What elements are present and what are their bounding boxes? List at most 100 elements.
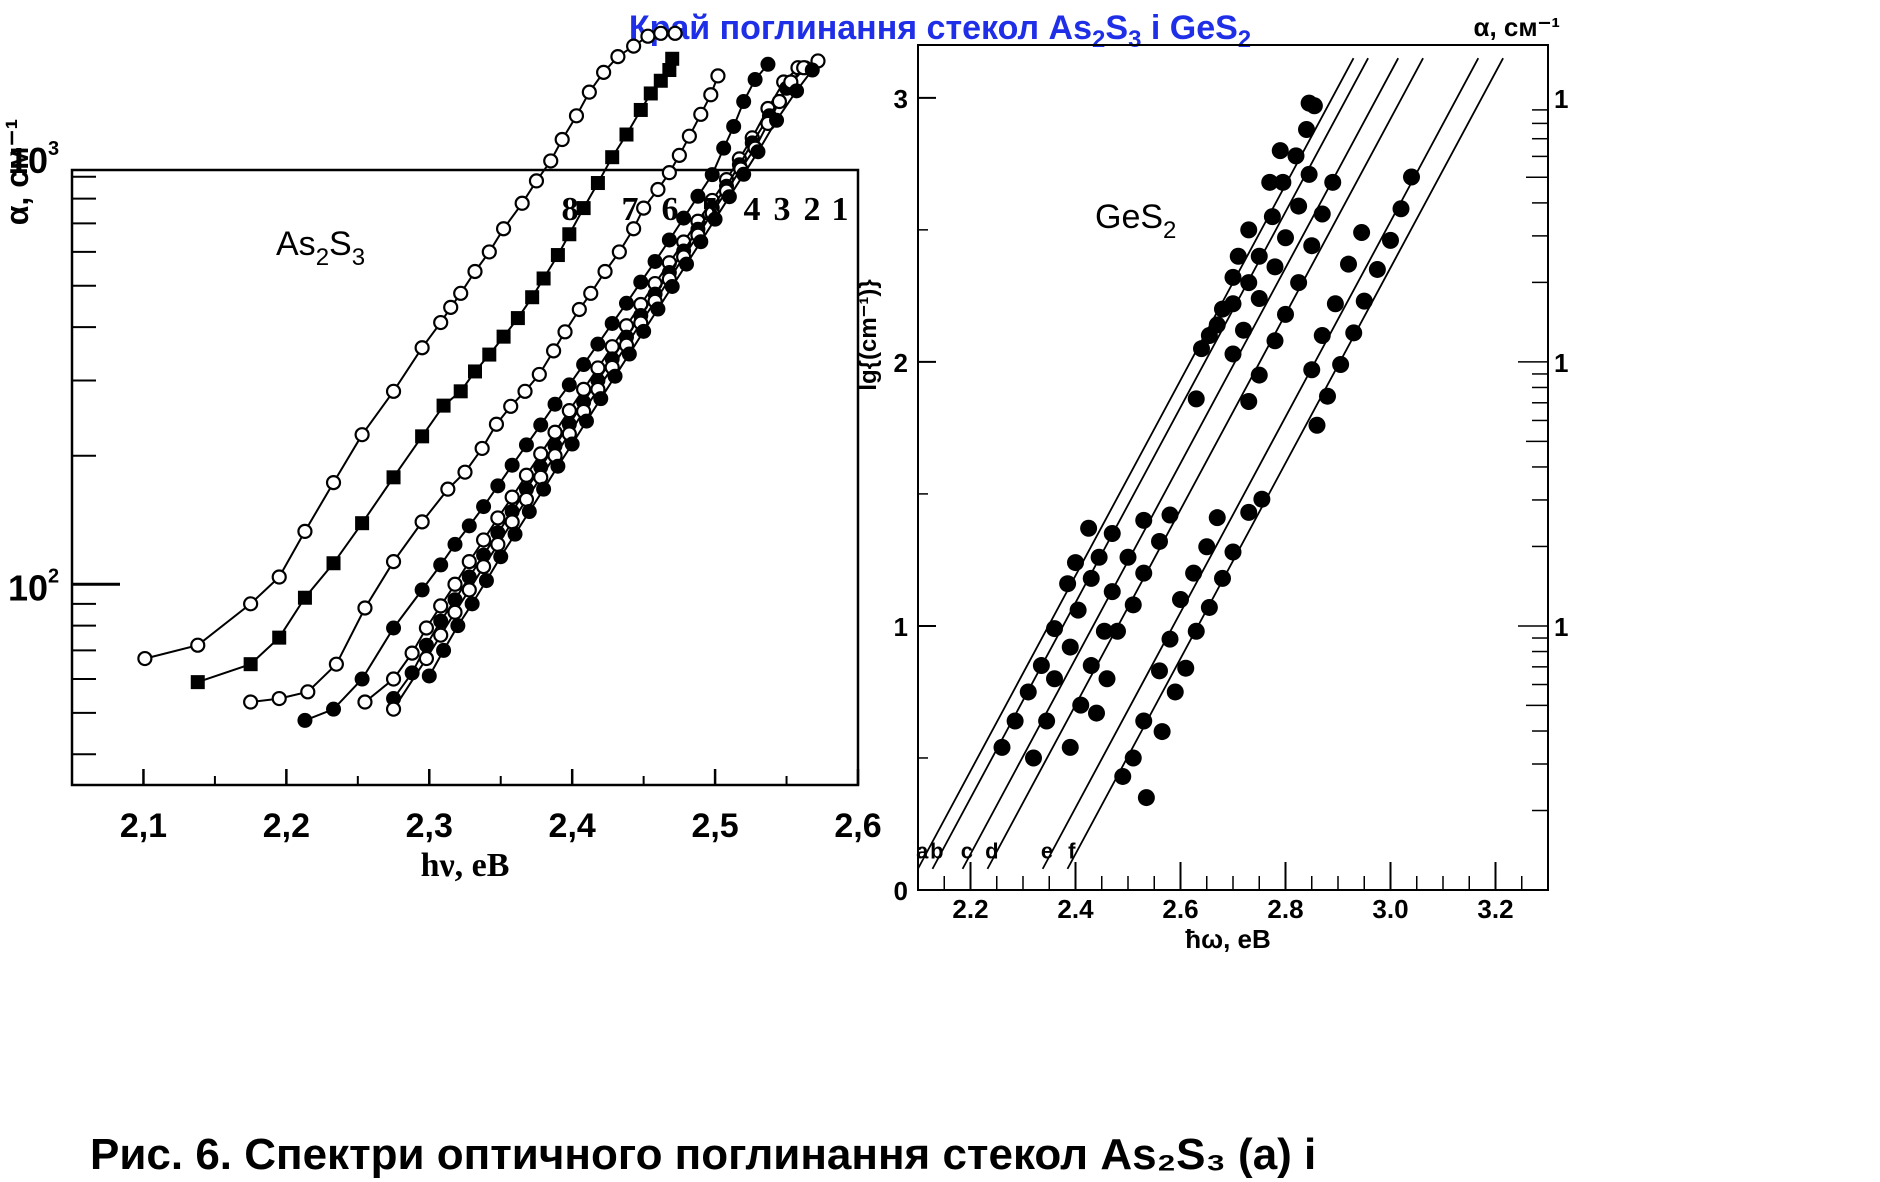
- series-e-point: [1172, 591, 1189, 609]
- series-2-open-marker: [490, 536, 506, 552]
- series-c-fit-line: [961, 57, 1399, 870]
- series-c-point: [1061, 738, 1079, 756]
- series-f-point: [1368, 260, 1386, 278]
- series-8-open-marker: [481, 244, 497, 260]
- series-4-open-marker: [404, 645, 420, 661]
- series-6-open-marker: [636, 200, 652, 216]
- series-5-filled-marker: [716, 140, 732, 156]
- series-d-point: [1124, 596, 1142, 614]
- series-6-open-marker: [457, 464, 473, 480]
- series-7-square-marker: [468, 364, 483, 379]
- series-4-open-marker: [518, 467, 535, 483]
- series-6-open-marker: [271, 690, 287, 707]
- series-2-open-marker: [447, 604, 463, 620]
- series-a-point: [1067, 554, 1084, 572]
- series-a-point: [1046, 620, 1063, 638]
- series-8-open-marker: [514, 195, 530, 211]
- series-6-open-marker: [300, 684, 316, 700]
- series-5-filled-marker: [354, 671, 370, 687]
- series-7-square-marker: [436, 398, 451, 413]
- series-b-point: [1061, 638, 1079, 656]
- series-3-filled-marker: [490, 525, 506, 541]
- series-6-open-marker: [681, 128, 697, 144]
- series-6-open-marker: [611, 244, 627, 260]
- series-8-open-marker: [243, 596, 259, 612]
- series-f-point: [1345, 324, 1363, 342]
- curve-number-label: 6: [662, 191, 679, 228]
- series-e-point: [1303, 361, 1321, 379]
- series-b-point: [1298, 121, 1315, 138]
- series-7-square-marker: [510, 311, 525, 326]
- series-6-open-marker: [474, 440, 490, 457]
- series-1-filled-marker: [564, 436, 580, 452]
- series-7-square-marker: [536, 271, 551, 286]
- series-5-filled-marker: [676, 210, 692, 226]
- series-3-filled-marker: [418, 637, 434, 653]
- series-3-filled-marker: [461, 569, 477, 585]
- series-8-open-marker: [190, 637, 206, 653]
- series-7-square-marker: [633, 102, 648, 117]
- series-c-point: [1250, 290, 1268, 307]
- figure-caption: Рис. 6. Спектри оптичного поглинання сте…: [90, 1130, 1317, 1179]
- curve-number-label: 7: [622, 191, 639, 228]
- series-8-open-marker: [667, 25, 683, 41]
- series-1-filled-marker: [507, 526, 523, 542]
- right-secondary-axis-label: α, см⁻¹: [1473, 12, 1560, 42]
- series-6-open-marker: [328, 656, 344, 672]
- left-y-axis-label: α, см⁻¹: [0, 119, 35, 225]
- curve-number-label: 5: [702, 191, 719, 228]
- series-b-point: [1224, 295, 1242, 313]
- series-b-point: [1208, 316, 1226, 334]
- right-y-tick-label: 0: [894, 876, 908, 906]
- series-5-filled-marker: [604, 315, 620, 331]
- series-1-filled-marker: [493, 549, 509, 565]
- series-6-open-marker: [243, 694, 259, 710]
- title-text-2: S: [1105, 9, 1129, 47]
- series-c-point: [1103, 583, 1121, 601]
- series-c-point: [1095, 622, 1113, 640]
- series-7-square-marker: [496, 329, 511, 344]
- series-7-square-marker: [453, 384, 468, 399]
- series-6-open-marker: [488, 416, 505, 432]
- right-y-axis-label: lg{(cm⁻¹)}: [855, 279, 882, 390]
- series-6-open-marker: [571, 301, 587, 318]
- curve-number-label: 1: [832, 191, 849, 228]
- series-6-open-marker: [703, 87, 719, 103]
- series-8-open-marker: [325, 475, 342, 491]
- series-6-open-marker: [710, 68, 726, 84]
- series-d-point: [1266, 332, 1284, 350]
- series-5-filled-marker: [533, 417, 549, 433]
- right-secondary-tick-label: 1: [1554, 348, 1568, 378]
- series-4-open-marker: [433, 598, 449, 614]
- series-8-open-marker: [596, 64, 612, 80]
- series-4-open-marker: [357, 694, 373, 710]
- series-5-filled-marker: [561, 377, 577, 393]
- series-8-open-marker: [297, 523, 313, 539]
- series-e-point: [1161, 630, 1179, 648]
- series-e-fit-line: [1041, 57, 1480, 870]
- series-8-open-marker: [610, 48, 626, 65]
- series-f-point: [1392, 200, 1410, 218]
- series-b-point: [1103, 525, 1121, 543]
- series-a-point: [1187, 390, 1205, 408]
- series-8-open-marker: [626, 38, 642, 54]
- series-c-point: [1300, 165, 1318, 183]
- series-1-filled-marker: [607, 368, 623, 384]
- series-e-point: [1340, 255, 1357, 273]
- title-subscript-1: 2: [1092, 26, 1106, 53]
- series-b-point: [1250, 247, 1268, 265]
- series-d-point: [1303, 237, 1321, 255]
- curve-number-label: 8: [562, 191, 579, 228]
- series-f-point: [1240, 503, 1258, 521]
- series-d-point: [1277, 305, 1294, 323]
- right-x-tick-label: 2.6: [1162, 894, 1198, 924]
- left-panel-label-part: S: [329, 225, 352, 263]
- series-d-point: [1290, 274, 1308, 292]
- curve-number-label: 2: [804, 191, 821, 228]
- series-6-open-marker: [385, 554, 402, 570]
- left-x-tick-label: 2,4: [549, 807, 596, 845]
- series-a-point: [1080, 519, 1098, 537]
- series-7-square-marker: [653, 73, 668, 88]
